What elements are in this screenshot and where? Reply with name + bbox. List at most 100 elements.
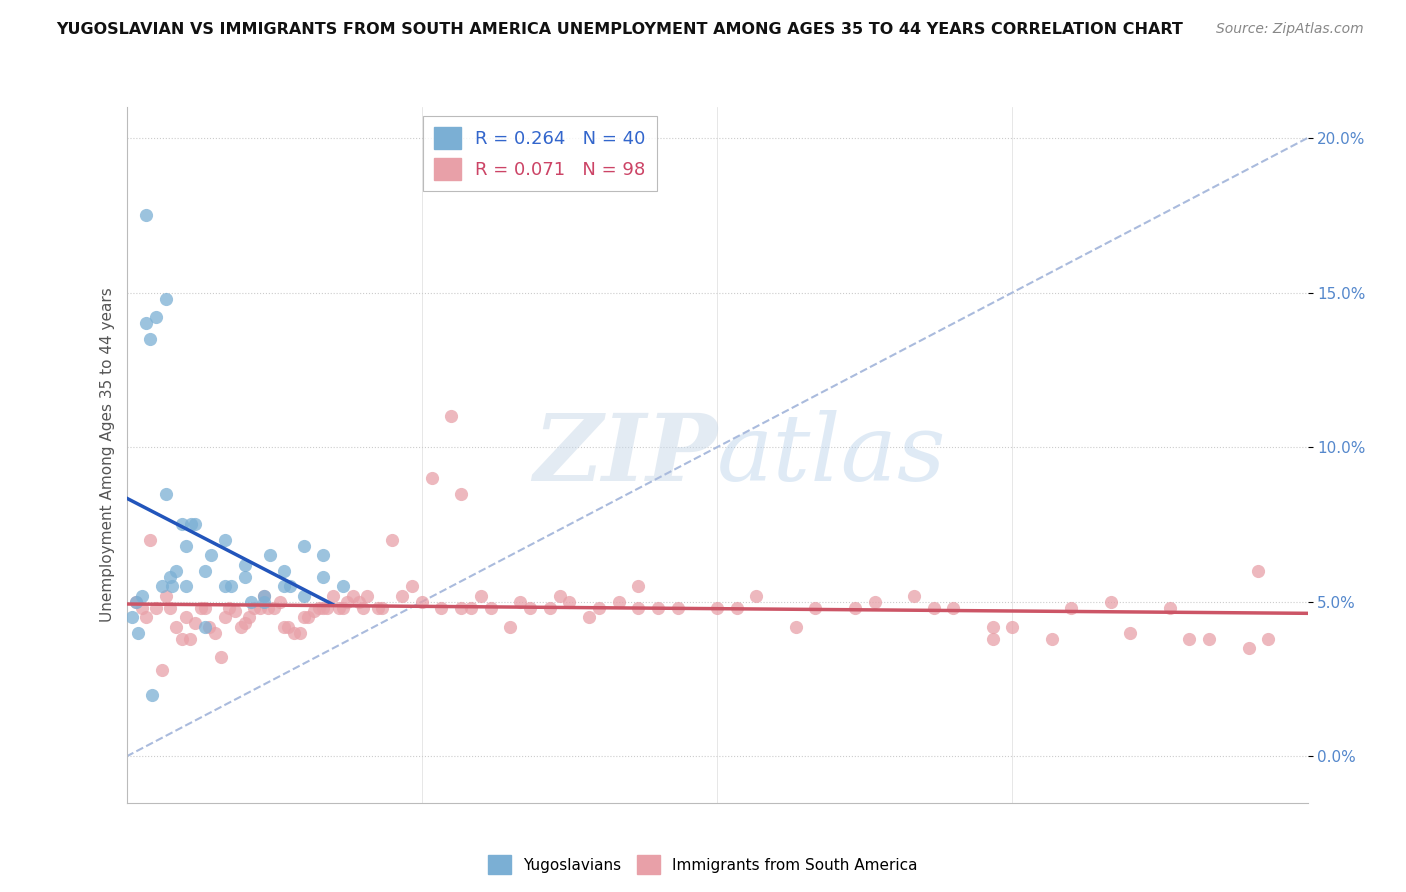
Point <box>253 595 276 609</box>
Point <box>292 539 315 553</box>
Point <box>367 601 389 615</box>
Point <box>135 610 157 624</box>
Point <box>198 619 221 633</box>
Point <box>316 601 339 615</box>
Point <box>259 549 281 563</box>
Point <box>460 601 482 615</box>
Point <box>155 486 177 500</box>
Point <box>578 610 600 624</box>
Point <box>411 595 433 609</box>
Point <box>229 619 252 633</box>
Point <box>155 589 177 603</box>
Point <box>273 579 295 593</box>
Text: ZIP: ZIP <box>533 410 717 500</box>
Point <box>981 632 1004 646</box>
Legend: R = 0.264   N = 40, R = 0.071   N = 98: R = 0.264 N = 40, R = 0.071 N = 98 <box>423 116 657 191</box>
Point <box>204 625 226 640</box>
Point <box>440 409 463 424</box>
Point <box>1159 601 1181 615</box>
Point <box>184 616 207 631</box>
Point <box>745 589 768 603</box>
Point <box>273 564 295 578</box>
Point <box>249 601 271 615</box>
Point <box>1040 632 1063 646</box>
Point <box>308 601 330 615</box>
Point <box>214 610 236 624</box>
Point <box>1001 619 1024 633</box>
Point <box>214 533 236 547</box>
Point <box>302 604 325 618</box>
Point <box>312 549 335 563</box>
Point <box>509 595 531 609</box>
Point <box>1257 632 1279 646</box>
Point <box>863 595 886 609</box>
Point <box>239 595 262 609</box>
Text: YUGOSLAVIAN VS IMMIGRANTS FROM SOUTH AMERICA UNEMPLOYMENT AMONG AGES 35 TO 44 YE: YUGOSLAVIAN VS IMMIGRANTS FROM SOUTH AME… <box>56 22 1182 37</box>
Point <box>194 564 217 578</box>
Point <box>233 616 256 631</box>
Point <box>145 310 167 325</box>
Point <box>179 632 201 646</box>
Point <box>336 595 359 609</box>
Point <box>253 589 276 603</box>
Point <box>312 601 335 615</box>
Point <box>233 570 256 584</box>
Point <box>519 601 541 615</box>
Point <box>214 579 236 593</box>
Point <box>292 589 315 603</box>
Point <box>218 601 240 615</box>
Point <box>647 601 669 615</box>
Point <box>1060 601 1083 615</box>
Point <box>332 601 354 615</box>
Point <box>150 663 173 677</box>
Point <box>233 558 256 572</box>
Point <box>263 601 285 615</box>
Point <box>277 619 299 633</box>
Point <box>499 619 522 633</box>
Point <box>292 610 315 624</box>
Point <box>1237 641 1260 656</box>
Point <box>125 595 148 609</box>
Point <box>180 517 202 532</box>
Point <box>131 589 153 603</box>
Point <box>125 595 148 609</box>
Point <box>942 601 965 615</box>
Point <box>145 601 167 615</box>
Point <box>288 625 311 640</box>
Point <box>470 589 492 603</box>
Point <box>356 589 378 603</box>
Point <box>844 601 866 615</box>
Point <box>804 601 827 615</box>
Point <box>450 486 472 500</box>
Point <box>160 579 183 593</box>
Point <box>1247 564 1270 578</box>
Point <box>666 601 689 615</box>
Point <box>273 619 295 633</box>
Y-axis label: Unemployment Among Ages 35 to 44 years: Unemployment Among Ages 35 to 44 years <box>100 287 115 623</box>
Point <box>170 632 193 646</box>
Point <box>159 601 181 615</box>
Point <box>209 650 232 665</box>
Point <box>253 589 276 603</box>
Point <box>538 601 561 615</box>
Point <box>1178 632 1201 646</box>
Point <box>131 601 153 615</box>
Point <box>1099 595 1122 609</box>
Point <box>785 619 807 633</box>
Point <box>165 619 187 633</box>
Point <box>607 595 630 609</box>
Point <box>627 579 650 593</box>
Point <box>150 579 173 593</box>
Point <box>1119 625 1142 640</box>
Legend: Yugoslavians, Immigrants from South America: Yugoslavians, Immigrants from South Amer… <box>482 849 924 880</box>
Point <box>352 601 374 615</box>
Point <box>328 601 350 615</box>
Point <box>981 619 1004 633</box>
Point <box>391 589 413 603</box>
Point <box>706 601 728 615</box>
Point <box>725 601 748 615</box>
Point <box>219 579 242 593</box>
Point <box>224 604 246 618</box>
Point <box>139 533 162 547</box>
Point <box>243 601 266 615</box>
